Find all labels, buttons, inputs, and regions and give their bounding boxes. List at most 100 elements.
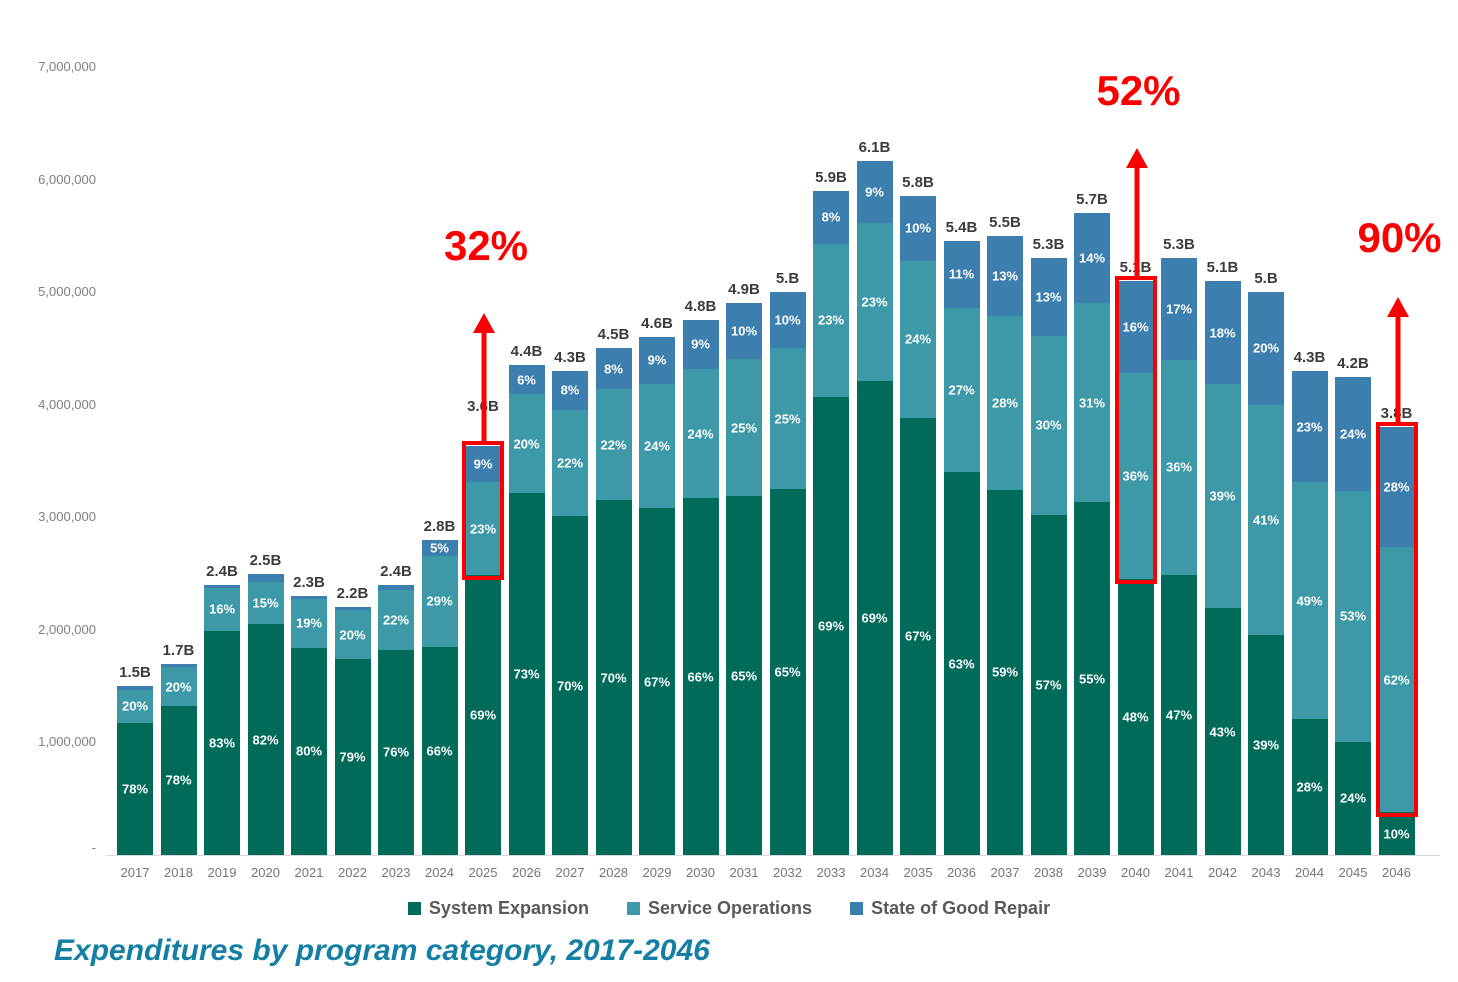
x-axis-year-label: 2033 xyxy=(816,865,846,880)
bar-percent-label: 14% xyxy=(1078,250,1106,266)
bar-segment-state-of-good-repair xyxy=(465,445,501,483)
bar-percent-label: 29% xyxy=(426,593,453,609)
bar-percent-label: 20% xyxy=(513,436,540,452)
bar-percent-label: 25% xyxy=(774,411,801,427)
annotation-arrow-head-icon xyxy=(473,313,495,333)
bar-total-label: 5.3B xyxy=(1032,236,1065,254)
service-operations-swatch-icon xyxy=(626,902,640,915)
bar-percent-label: 70% xyxy=(556,678,584,694)
bar-segment-state-of-good-repair xyxy=(508,364,545,395)
bar-segment-service-operations xyxy=(552,409,588,517)
bar-percent-label: 16% xyxy=(208,601,236,617)
annotation-percent-label: 90% xyxy=(1357,214,1442,261)
x-axis-year-label: 2030 xyxy=(686,865,715,880)
bar-segment-system-expansion xyxy=(1161,574,1197,855)
annotation-percent-label: 52% xyxy=(1096,67,1181,114)
bar-percent-label: 10% xyxy=(904,220,932,236)
bar-segment-state-of-good-repair xyxy=(1378,427,1415,547)
y-axis-tick-label: 7,000,000 xyxy=(38,59,96,74)
legend-label: Service Operations xyxy=(647,898,813,918)
bar-segment-service-operations xyxy=(987,316,1023,490)
bar-total-label: 1.7B xyxy=(162,641,195,659)
bar-segment-system-expansion xyxy=(1030,514,1067,855)
bar-total-label: 5.5B xyxy=(989,213,1021,231)
bar-segment-service-operations xyxy=(160,667,197,706)
bar-percent-label: 48% xyxy=(1122,709,1149,725)
bar-percent-label: 18% xyxy=(1209,325,1236,341)
bar-segment-state-of-good-repair xyxy=(1335,377,1371,491)
annotation-arrow-line xyxy=(481,329,487,443)
bar-total-label: 5.7B xyxy=(1076,191,1108,209)
x-axis-year-label: 2039 xyxy=(1077,865,1107,880)
bar-total-label: 2.4B xyxy=(206,562,238,580)
bar-segment-service-operations xyxy=(813,243,849,397)
bar-segment-system-expansion xyxy=(769,489,806,855)
bar-percent-label: 53% xyxy=(1339,608,1367,624)
bar-percent-label: 23% xyxy=(817,312,845,328)
bar-segment-system-expansion xyxy=(465,575,501,855)
bar-segment-system-expansion xyxy=(1074,502,1110,855)
bar-total-label: 2.5B xyxy=(249,551,282,569)
bar-percent-label: 83% xyxy=(208,735,236,751)
x-axis-year-label: 2027 xyxy=(555,865,585,880)
bar-percent-label: 20% xyxy=(339,627,366,643)
bar-total-label: 4.3B xyxy=(554,348,586,366)
x-axis-year-label: 2020 xyxy=(251,865,280,880)
bar-segment-service-operations xyxy=(117,689,153,724)
y-axis-tick-label: 1,000,000 xyxy=(38,734,96,750)
bar-percent-label: 24% xyxy=(687,426,714,442)
bar-segment-system-expansion xyxy=(595,500,632,855)
bar-segment-system-expansion xyxy=(247,624,284,855)
annotation-arrow-head-icon xyxy=(1386,297,1409,317)
x-axis-year-label: 2031 xyxy=(729,865,759,880)
bar-percent-label: 5% xyxy=(430,540,449,556)
bar-percent-label: 76% xyxy=(382,744,410,760)
annotation-arrow-line xyxy=(1395,313,1400,425)
bar-percent-label: 6% xyxy=(517,372,536,387)
bar-segment-system-expansion xyxy=(1335,741,1371,855)
bar-total-label: 5.1B xyxy=(1206,258,1239,276)
bar-segment-system-expansion xyxy=(421,646,458,855)
bar-percent-label: 39% xyxy=(1209,488,1236,504)
bar-percent-label: 15% xyxy=(252,595,279,611)
bar-percent-label: 36% xyxy=(1122,468,1149,484)
bar-percent-label: 49% xyxy=(1296,593,1323,609)
x-axis-year-label: 2034 xyxy=(860,865,889,880)
bar-percent-label: 9% xyxy=(691,336,710,352)
x-axis-line xyxy=(106,855,1440,856)
bar-segment-state-of-good-repair xyxy=(987,235,1023,317)
bar-segment-system-expansion xyxy=(508,493,545,855)
bar-segment-service-operations xyxy=(900,260,936,418)
bar-percent-label: 69% xyxy=(861,610,888,626)
bar-percent-label: 17% xyxy=(1165,301,1193,317)
bar-percent-label: 20% xyxy=(121,698,149,714)
bar-total-label: 4.5B xyxy=(597,326,630,344)
legend-label: State of Good Repair xyxy=(871,898,1051,918)
bar-segment-service-operations xyxy=(1030,335,1067,515)
x-axis-year-label: 2035 xyxy=(903,865,933,880)
bar-percent-label: 63% xyxy=(948,656,975,672)
bar-segment-system-expansion xyxy=(334,659,371,855)
bar-percent-label: 19% xyxy=(295,615,323,631)
bar-segment-service-operations xyxy=(1117,372,1154,580)
bar-total-label: 2.3B xyxy=(293,574,325,592)
bar-segment-service-operations xyxy=(421,555,458,647)
bar-segment-state-of-good-repair xyxy=(1117,280,1154,373)
bar-segment-service-operations xyxy=(378,590,414,650)
bar-segment-system-expansion xyxy=(1378,812,1415,855)
bar-segment-service-operations xyxy=(726,358,762,497)
bar-segment-state-of-good-repair xyxy=(682,320,719,369)
bar-segment-system-expansion xyxy=(1248,635,1284,855)
bar-segment-system-expansion xyxy=(291,647,327,855)
bar-percent-label: 16% xyxy=(1122,319,1149,335)
bar-percent-label: 55% xyxy=(1078,671,1106,687)
bar-percent-label: 57% xyxy=(1035,677,1062,693)
bar-percent-label: 67% xyxy=(904,628,932,644)
bar-percent-label: 13% xyxy=(991,268,1019,284)
bar-percent-label: 11% xyxy=(948,266,975,282)
bar-percent-label: 23% xyxy=(861,294,888,310)
bar-segment-service-operations xyxy=(247,582,284,625)
bar-percent-label: 9% xyxy=(647,352,667,368)
bar-percent-label: 39% xyxy=(1252,737,1280,753)
bar-percent-label: 43% xyxy=(1209,724,1236,740)
